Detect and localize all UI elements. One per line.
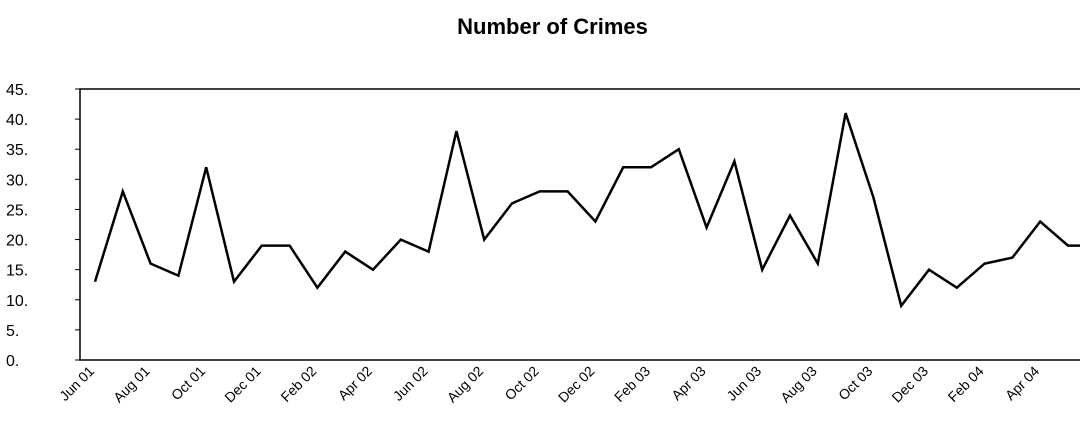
x-tick-label: Aug 01 <box>110 363 153 406</box>
y-tick-label: 25. <box>6 202 28 219</box>
x-tick-label: Jun 01 <box>56 363 97 404</box>
y-tick-label: 20. <box>6 233 28 250</box>
x-tick-label: Oct 02 <box>501 363 542 404</box>
x-tick-label: Dec 02 <box>555 363 598 406</box>
y-tick-label: 5. <box>6 323 19 340</box>
y-tick-label: 40. <box>6 112 28 129</box>
x-tick-label: Dec 01 <box>221 363 264 406</box>
x-tick-label: Apr 02 <box>335 363 376 404</box>
x-axis: Jun 01 Aug 01 Oct 01 Dec 01 Feb 02 Apr 02 Jun … <box>56 363 1042 406</box>
plot-area <box>79 88 1080 361</box>
series-group <box>93 112 1080 309</box>
y-axis: 0. 5. 10. 15. 20. 25. 30. 35. 40. 45. <box>6 82 80 370</box>
y-tick-label: 0. <box>6 353 19 370</box>
x-tick-label: Aug 02 <box>444 363 487 406</box>
x-tick-label: Aug 03 <box>777 363 820 406</box>
x-tick-label: Feb 03 <box>611 363 653 405</box>
y-tick-label: 15. <box>6 263 28 280</box>
x-tick-label: Jun 03 <box>723 363 764 404</box>
y-tick-label: 10. <box>6 293 28 310</box>
series-line <box>93 112 1080 309</box>
chart-title: Number of Crimes <box>457 14 648 39</box>
y-tick-label: 30. <box>6 172 28 189</box>
x-tick-label: Oct 01 <box>168 363 209 404</box>
x-tick-label: Apr 04 <box>1002 363 1043 404</box>
x-tick-label: Apr 03 <box>668 363 709 404</box>
x-tick-label: Jun 02 <box>390 363 431 404</box>
y-tick-label: 45. <box>6 82 28 99</box>
x-tick-label: Oct 03 <box>835 363 876 404</box>
x-tick-label: Feb 02 <box>277 363 319 405</box>
y-tick-label: 35. <box>6 142 28 159</box>
x-tick-label: Dec 03 <box>888 363 931 406</box>
x-tick-label: Feb 04 <box>945 363 987 405</box>
